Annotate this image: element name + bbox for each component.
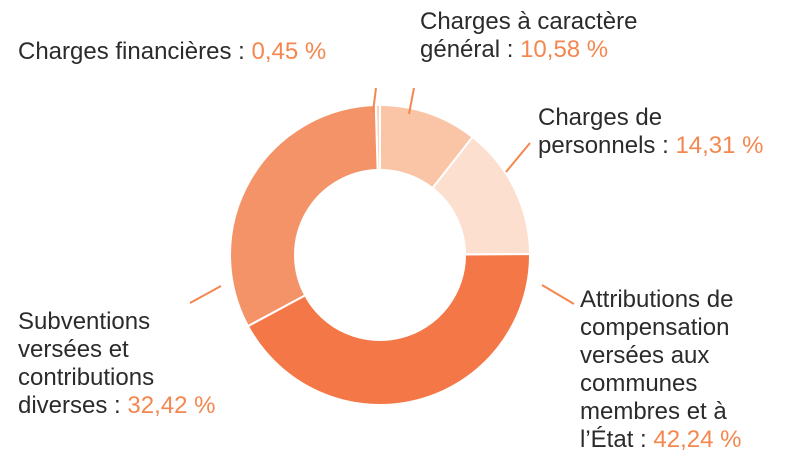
slice-label: Attributions de compensation versées aux… — [580, 286, 741, 454]
slice — [246, 252, 531, 406]
leader-line — [505, 142, 531, 173]
category-name: Charges de personnels — [538, 104, 663, 159]
value-label: 32,42 % — [127, 392, 216, 419]
slice — [229, 104, 379, 328]
slice-label: Charges financières : 0,45 % — [18, 38, 326, 66]
category-name: Charges financières — [18, 38, 232, 65]
value-label: 14,31 % — [675, 132, 764, 159]
slice-label: Charges de personnels : 14,31 % — [538, 104, 764, 160]
slice-label: Subventions versées et contributions div… — [18, 308, 215, 420]
separator: : — [506, 36, 514, 63]
value-label: 42,24 % — [653, 426, 742, 453]
leader-line — [189, 285, 222, 304]
category-name: Charges à caractère général — [420, 8, 638, 63]
category-name: Attributions de compensation versées aux… — [580, 286, 734, 453]
slice-label: Charges à caractère général : 10,58 % — [420, 8, 637, 64]
value-label: 0,45 % — [251, 38, 327, 65]
leader-line — [372, 87, 377, 113]
category-name: Subventions versées et contributions div… — [18, 308, 155, 419]
value-label: 10,58 % — [520, 36, 609, 63]
separator: : — [640, 426, 647, 453]
leader-line — [408, 87, 415, 115]
separator: : — [238, 38, 245, 65]
separator: : — [114, 392, 121, 419]
separator: : — [662, 132, 669, 159]
slice — [431, 135, 532, 256]
leader-line — [541, 284, 575, 305]
